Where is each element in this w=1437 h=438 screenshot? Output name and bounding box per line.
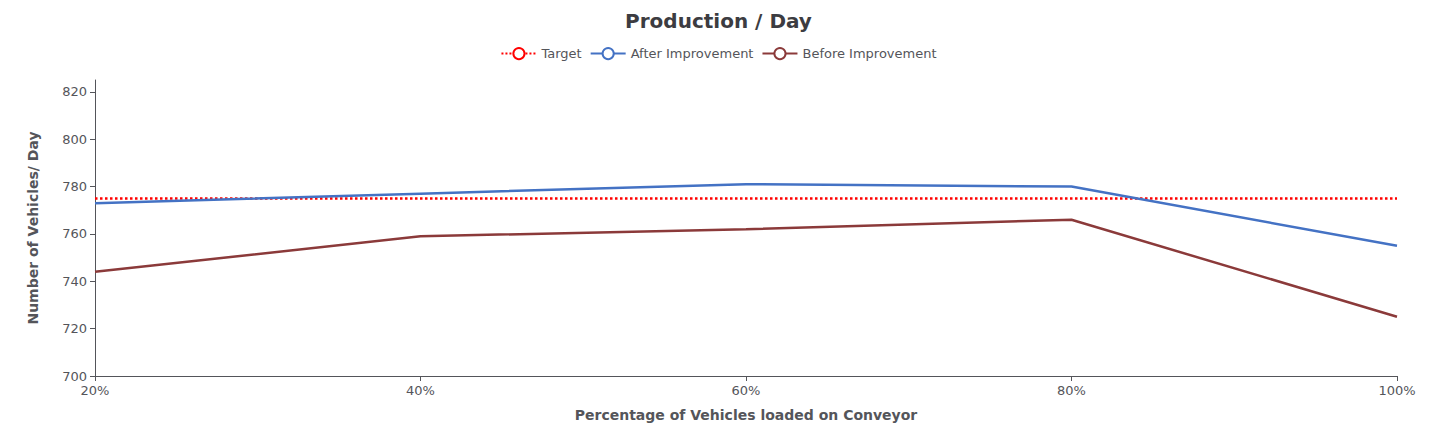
svg-text:Production / Day: Production / Day	[625, 9, 812, 33]
svg-text:700: 700	[62, 369, 87, 384]
svg-text:Before Improvement: Before Improvement	[802, 46, 936, 61]
svg-text:After Improvement: After Improvement	[631, 46, 754, 61]
svg-text:820: 820	[62, 84, 87, 99]
svg-text:60%: 60%	[732, 383, 761, 398]
svg-text:740: 740	[62, 274, 87, 289]
svg-text:100%: 100%	[1378, 383, 1415, 398]
svg-text:Number of Vehicles/ Day: Number of Vehicles/ Day	[25, 131, 41, 324]
svg-text:780: 780	[62, 179, 87, 194]
svg-text:760: 760	[62, 226, 87, 241]
svg-text:Target: Target	[540, 46, 581, 61]
svg-text:720: 720	[62, 321, 87, 336]
svg-text:Percentage of Vehicles loaded: Percentage of Vehicles loaded on Conveyo…	[575, 407, 918, 423]
svg-text:20%: 20%	[81, 383, 110, 398]
svg-text:80%: 80%	[1057, 383, 1086, 398]
svg-text:40%: 40%	[406, 383, 435, 398]
svg-text:800: 800	[62, 132, 87, 147]
